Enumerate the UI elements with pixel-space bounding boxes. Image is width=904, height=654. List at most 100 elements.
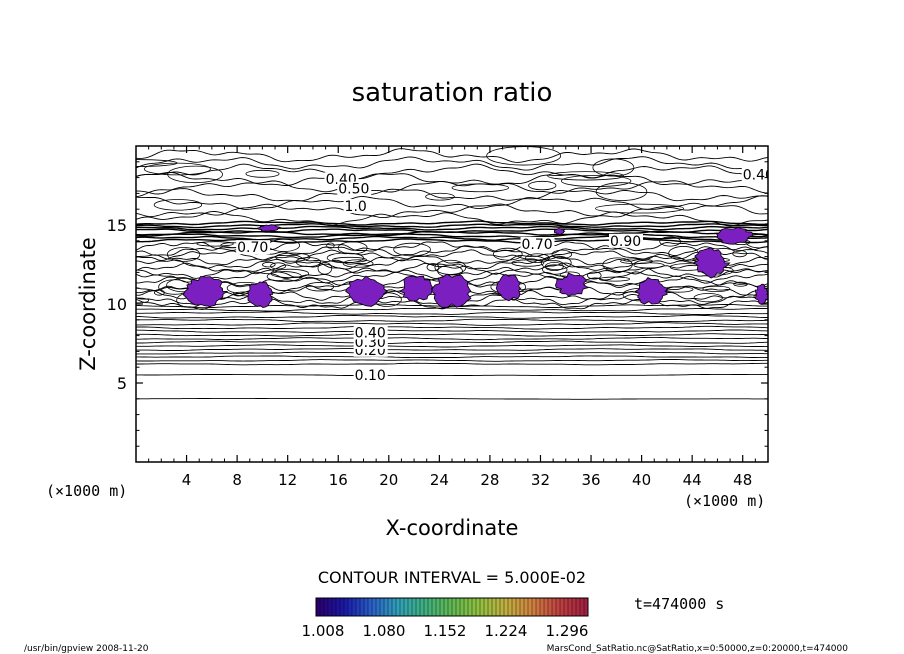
contour-line	[136, 359, 768, 362]
contour-line	[136, 228, 768, 233]
x-tick-label: 28	[480, 471, 499, 489]
contour-line	[136, 238, 768, 244]
colorbar-segment	[364, 598, 369, 616]
x-tick-label: 12	[278, 471, 297, 489]
contour-loop	[602, 257, 633, 273]
x-tick-label: 48	[733, 471, 752, 489]
contour-loop	[270, 262, 287, 270]
colorbar-segment	[464, 598, 469, 616]
contour-loop	[492, 247, 523, 261]
contour-loop	[326, 242, 335, 249]
colorbar-segment	[524, 598, 529, 616]
contour-loop	[342, 259, 374, 268]
colorbar-segment	[552, 598, 557, 616]
contour-lines	[136, 146, 768, 400]
contour-label-background	[236, 240, 271, 255]
contour-line	[136, 322, 768, 326]
contour-line	[136, 180, 768, 195]
colorbar-segment	[584, 598, 589, 616]
colorbar-segment	[572, 598, 577, 616]
contour-line	[136, 203, 768, 219]
contour-loop	[270, 268, 310, 279]
colorbar-segment	[428, 598, 433, 616]
colorbar-segment	[468, 598, 473, 616]
contour-loop	[525, 253, 550, 263]
contour-line	[136, 241, 768, 252]
contour-loop	[153, 199, 203, 211]
contour-labels: 0.100.200.300.400.40 0.400.500.70 0.70 0.90…	[236, 167, 768, 384]
contour-loop	[196, 241, 234, 247]
colorbar-segment	[472, 598, 477, 616]
x-tick-label: 20	[379, 471, 398, 489]
supersaturated-region	[399, 275, 435, 302]
supersaturated-region	[692, 247, 731, 279]
colorbar-segment	[536, 598, 541, 616]
colorbar-segment	[416, 598, 421, 616]
contour-loop	[486, 146, 562, 166]
contour-loop	[544, 261, 564, 272]
colorbar-segment	[456, 598, 461, 616]
contour-loop	[136, 297, 150, 304]
contour-line	[136, 340, 768, 344]
colorbar-segment	[408, 598, 413, 616]
colorbar	[315, 598, 589, 616]
contour-loop	[732, 249, 748, 258]
contour-line	[136, 223, 768, 229]
contour-line	[136, 156, 768, 171]
x-tick-label: 16	[329, 471, 348, 489]
x-tick-label: 32	[531, 471, 550, 489]
colorbar-segment	[496, 598, 501, 616]
contour-loop	[560, 174, 632, 187]
colorbar-segment	[444, 598, 449, 616]
colorbar-tick-label: 1.008	[302, 622, 345, 640]
contour-line	[136, 188, 768, 202]
x-axis-ticks: 4 8 12 16 20 24 28 32 36 40 44 48	[148, 146, 756, 489]
contour-line	[136, 225, 768, 231]
x-tick-label: 8	[232, 471, 242, 489]
contour-line	[136, 325, 768, 330]
contour-loop	[595, 182, 648, 201]
colorbar-segment	[560, 598, 565, 616]
contour-loop	[295, 257, 321, 267]
colorbar-segment	[556, 598, 561, 616]
supersaturated-region	[182, 275, 229, 307]
contour-label-background	[741, 167, 768, 182]
supersaturated-region	[553, 228, 566, 236]
contour-line	[136, 397, 768, 400]
contour-line	[136, 233, 768, 239]
supersaturated-region	[247, 281, 273, 309]
colorbar-segment	[436, 598, 441, 616]
x-tick-label: 4	[182, 471, 192, 489]
colorbar-segment	[356, 598, 361, 616]
colorbar-segment	[448, 598, 453, 616]
colorbar-tick-label: 1.080	[363, 622, 406, 640]
contour-loop	[511, 259, 545, 267]
contour-label-background	[353, 325, 388, 340]
colorbar-segment	[512, 598, 517, 616]
contour-line	[136, 303, 768, 309]
colorbar-segment	[520, 598, 525, 616]
contour-loop	[592, 158, 635, 177]
colorbar-segment	[332, 598, 337, 616]
contour-line	[136, 163, 768, 180]
contour-line	[136, 171, 768, 186]
x-tick-label: 36	[581, 471, 600, 489]
contour-label-background	[520, 236, 555, 251]
contour-loop	[587, 271, 602, 280]
colorbar-segment	[528, 598, 533, 616]
chart-title: saturation ratio	[352, 78, 553, 108]
contour-loop	[702, 285, 731, 292]
contour-line	[136, 311, 768, 316]
colorbar-segment	[376, 598, 381, 616]
y-axis-title: Z-coordinate	[76, 237, 100, 371]
contour-loop	[620, 258, 653, 265]
contour-line	[136, 148, 768, 163]
contour-line	[136, 266, 768, 280]
colorbar-segment	[396, 598, 401, 616]
colorbar-segment	[328, 598, 333, 616]
contour-loop	[166, 247, 201, 262]
contour-loop	[659, 236, 681, 247]
time-label: t=474000 s	[634, 595, 724, 613]
contour-loop	[326, 252, 365, 264]
colorbar-segment	[380, 598, 385, 616]
